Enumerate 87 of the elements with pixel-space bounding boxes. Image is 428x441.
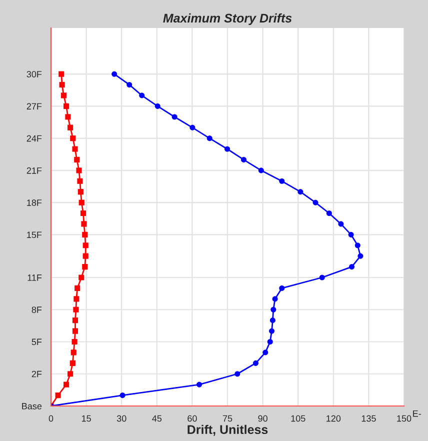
point bbox=[234, 371, 240, 377]
point bbox=[224, 146, 230, 152]
y-tick-label: 8F bbox=[32, 306, 42, 313]
point bbox=[348, 264, 355, 270]
point bbox=[326, 210, 332, 216]
point bbox=[206, 136, 212, 142]
point bbox=[154, 103, 160, 109]
point bbox=[112, 71, 118, 77]
point bbox=[358, 253, 364, 259]
point bbox=[58, 71, 64, 77]
point bbox=[338, 221, 344, 227]
x-tick-label: 150 bbox=[397, 415, 412, 422]
x-axis-title: Drift, Unitless bbox=[188, 424, 268, 436]
point bbox=[70, 136, 76, 142]
point bbox=[60, 92, 66, 98]
point bbox=[78, 200, 84, 206]
point bbox=[68, 124, 74, 130]
point bbox=[68, 371, 74, 377]
y-tick-label: 21F bbox=[26, 167, 42, 174]
text: E- bbox=[413, 410, 421, 417]
y-tick-label: Base bbox=[22, 403, 42, 410]
x-tick-label: 15 bbox=[82, 415, 91, 422]
x-tick-label: 90 bbox=[258, 415, 268, 422]
point bbox=[76, 168, 82, 174]
point bbox=[72, 328, 78, 334]
point bbox=[64, 382, 70, 388]
point bbox=[82, 253, 88, 259]
point bbox=[196, 382, 202, 388]
y-tick-label: 2F bbox=[32, 370, 42, 378]
point bbox=[319, 274, 325, 280]
point bbox=[312, 200, 318, 206]
point bbox=[270, 318, 276, 324]
point bbox=[72, 338, 78, 345]
point bbox=[74, 285, 80, 291]
point bbox=[82, 264, 88, 270]
x-tick-label: 30 bbox=[116, 415, 126, 422]
point bbox=[262, 350, 268, 356]
point bbox=[77, 178, 83, 184]
y-tick-label: 18F bbox=[27, 200, 42, 206]
point bbox=[72, 318, 78, 324]
point bbox=[72, 146, 78, 152]
point bbox=[74, 296, 80, 302]
point bbox=[354, 242, 360, 248]
point bbox=[240, 156, 247, 162]
point bbox=[272, 296, 278, 302]
point bbox=[78, 189, 84, 195]
point bbox=[172, 114, 178, 120]
point bbox=[73, 306, 79, 312]
y-tick-label: 15F bbox=[27, 232, 42, 238]
y-tick-label: 27F bbox=[26, 103, 42, 110]
y-tick-label: 11F bbox=[28, 274, 42, 281]
point bbox=[64, 103, 70, 109]
point bbox=[82, 232, 88, 238]
x-tick-label: 60 bbox=[188, 415, 197, 422]
point bbox=[270, 306, 276, 312]
point bbox=[139, 92, 145, 98]
point bbox=[74, 156, 80, 162]
point bbox=[279, 285, 285, 291]
y-tick-label: 5F bbox=[32, 338, 42, 346]
point bbox=[81, 221, 87, 227]
point bbox=[279, 178, 285, 184]
x-tick-label: 120 bbox=[326, 415, 341, 422]
point bbox=[59, 82, 65, 88]
point bbox=[190, 124, 196, 130]
point bbox=[80, 210, 86, 216]
point bbox=[65, 114, 71, 120]
y-tick-label: 24F bbox=[26, 135, 42, 142]
point bbox=[78, 274, 84, 280]
point bbox=[298, 189, 304, 195]
chart-title: Maximum Story Drifts bbox=[163, 13, 292, 26]
point bbox=[348, 232, 354, 238]
x-tick-label: 105 bbox=[291, 415, 306, 422]
point bbox=[268, 328, 275, 334]
point bbox=[70, 360, 76, 366]
x-tick-label: 75 bbox=[222, 415, 232, 422]
y-tick-label: 30F bbox=[26, 71, 42, 78]
point bbox=[82, 242, 88, 248]
x-tick-label: 0 bbox=[48, 415, 54, 422]
point bbox=[258, 168, 264, 174]
point bbox=[55, 392, 61, 398]
point bbox=[267, 338, 273, 345]
x-tick-label: 135 bbox=[362, 415, 376, 422]
point bbox=[120, 392, 126, 398]
point bbox=[70, 350, 76, 356]
point bbox=[252, 360, 259, 366]
x-tick-label: 45 bbox=[152, 415, 162, 422]
point bbox=[126, 82, 132, 88]
